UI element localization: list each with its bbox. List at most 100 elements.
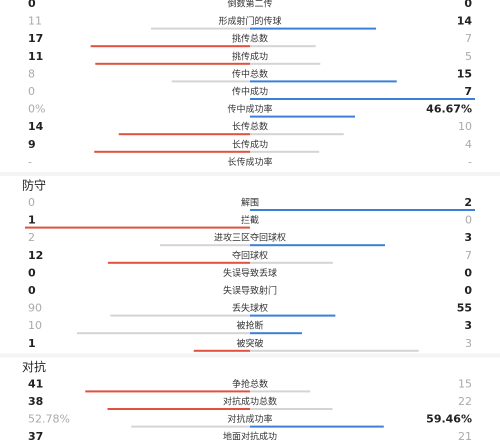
right-bar <box>250 408 333 410</box>
right-bar <box>250 98 475 100</box>
left-value: 10 <box>28 319 42 332</box>
right-bar <box>250 27 376 30</box>
left-value: 37 <box>28 430 43 440</box>
right-value: 21 <box>458 430 472 440</box>
right-value: 3 <box>465 337 472 350</box>
right-value: 0 <box>464 284 472 297</box>
right-value: 7 <box>465 32 472 45</box>
right-value: 2 <box>464 196 472 209</box>
right-bar <box>250 80 397 83</box>
stat-label: 形成射门的传球 <box>218 15 281 27</box>
right-bar <box>250 349 419 352</box>
right-value: 5 <box>465 50 472 63</box>
left-value: 90 <box>28 302 42 315</box>
left-value: 52.78% <box>28 413 70 426</box>
right-bar <box>250 45 316 48</box>
stat-label: 挑传成功 <box>232 50 268 62</box>
left-value: 9 <box>28 138 36 151</box>
stat-label: 地面对抗成功 <box>223 431 277 440</box>
right-value: 59.46% <box>426 413 472 426</box>
stat-label: 拦截 <box>241 214 259 226</box>
left-value: 41 <box>28 377 43 390</box>
left-value: 0% <box>28 103 45 116</box>
left-bar <box>118 133 250 136</box>
right-bar <box>250 332 302 335</box>
left-value: - <box>28 155 32 168</box>
right-value: 0 <box>464 266 472 279</box>
right-value: 3 <box>464 231 472 244</box>
section-divider <box>0 172 500 176</box>
right-value: 14 <box>457 15 473 28</box>
right-bar <box>250 425 384 428</box>
stat-label: 传中总数 <box>232 68 268 80</box>
left-value: 8 <box>28 67 35 80</box>
left-value: 17 <box>28 32 43 45</box>
stat-label: 被突破 <box>236 337 263 349</box>
stat-label: 对抗成功总数 <box>223 396 277 408</box>
left-bar <box>95 62 250 65</box>
right-bar <box>250 133 344 136</box>
right-bar <box>250 62 321 65</box>
left-value: 1 <box>28 337 36 350</box>
stat-label: 进攻三区夺回球权 <box>214 232 286 244</box>
right-bar <box>250 261 333 264</box>
stat-label: 长传成功 <box>232 138 268 150</box>
right-bar <box>250 244 385 247</box>
right-value: 55 <box>457 302 472 315</box>
left-bar <box>107 261 250 264</box>
left-bar <box>25 226 250 229</box>
left-value: 0 <box>28 284 36 297</box>
right-value: 10 <box>458 120 472 133</box>
right-value: 7 <box>465 249 472 262</box>
stat-label: 丢失球权 <box>232 302 268 314</box>
left-bar <box>110 314 251 317</box>
left-value: 11 <box>28 50 43 63</box>
stat-label: 争抢总数 <box>232 378 268 390</box>
right-value: 0 <box>464 0 472 10</box>
left-value: 1 <box>28 214 36 227</box>
section-title: 对抗 <box>22 359 46 374</box>
left-value: 0 <box>28 0 36 10</box>
section-title: 防守 <box>22 178 46 193</box>
stat-label: 夺回球权 <box>232 249 268 261</box>
left-value: 38 <box>28 395 43 408</box>
left-bar <box>76 332 250 335</box>
left-value: 14 <box>28 120 44 133</box>
left-bar <box>107 408 250 410</box>
right-value: 3 <box>464 319 472 332</box>
left-bar <box>160 244 250 247</box>
right-bar <box>250 150 320 153</box>
left-bar <box>193 349 250 352</box>
stat-label: 挑传总数 <box>232 33 268 45</box>
right-value: 22 <box>458 395 472 408</box>
left-value: 12 <box>28 249 43 262</box>
right-value: 15 <box>458 377 472 390</box>
right-value: 0 <box>465 214 472 227</box>
right-value: 15 <box>457 67 472 80</box>
left-value: 11 <box>28 15 42 28</box>
right-value: 46.67% <box>426 103 472 116</box>
stat-label: 对抗成功率 <box>227 413 272 425</box>
right-bar <box>250 115 356 118</box>
left-bar <box>94 150 250 153</box>
left-bar <box>85 390 251 393</box>
stat-label: 失误导致丢球 <box>223 267 277 279</box>
stat-label: 传中成功 <box>232 86 268 98</box>
stat-label: 失误导致射门 <box>223 285 277 297</box>
stat-label: 长传总数 <box>232 121 268 133</box>
stat-label: 长传成功率 <box>227 156 272 168</box>
left-value: 0 <box>28 266 36 279</box>
section-divider <box>0 353 500 358</box>
right-bar <box>250 209 475 211</box>
left-value: 2 <box>28 231 35 244</box>
stat-label: 传中成功率 <box>227 103 272 115</box>
right-value: 7 <box>464 85 472 98</box>
right-value: - <box>468 155 472 168</box>
stat-label: 倒数第二传 <box>227 0 272 10</box>
stat-label: 解围 <box>241 197 259 209</box>
right-value: 4 <box>465 138 472 151</box>
stat-label: 被抢断 <box>236 320 263 332</box>
left-bar <box>151 27 250 30</box>
